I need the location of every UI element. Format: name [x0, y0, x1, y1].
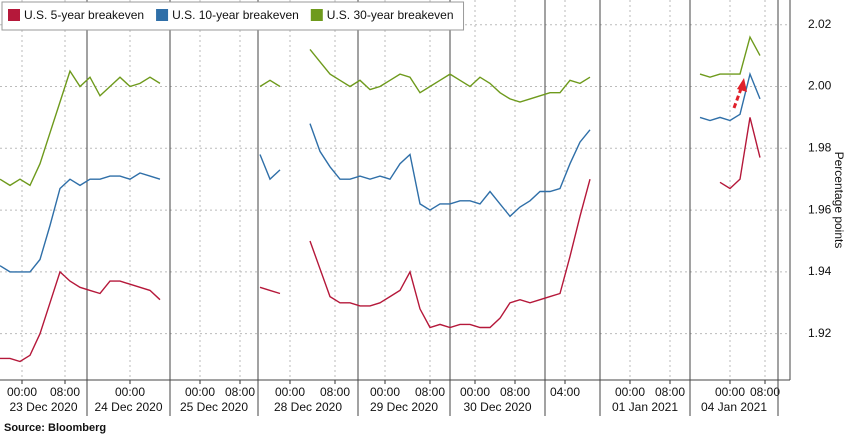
x-tick-label: 08:00	[225, 385, 255, 399]
day-label: 25 Dec 2020	[180, 400, 248, 414]
x-tick-label: 00:00	[185, 385, 215, 399]
y-tick-label: 2.02	[808, 17, 832, 31]
day-label: 23 Dec 2020	[9, 400, 77, 414]
day-label: 04 Jan 2021	[701, 400, 767, 414]
legend-box	[1, 1, 465, 31]
x-tick-label: 08:00	[415, 385, 445, 399]
x-tick-label: 08:00	[50, 385, 80, 399]
legend-swatch	[310, 9, 323, 21]
day-label: 01 Jan 2021	[612, 400, 678, 414]
x-tick-label: 00:00	[370, 385, 400, 399]
legend-label: U.S. 5-year breakeven	[24, 8, 144, 22]
legend-swatch	[8, 9, 20, 21]
y-tick-label: 1.92	[808, 326, 832, 340]
x-tick-label: 00:00	[460, 385, 490, 399]
x-tick-label: 00:00	[715, 385, 745, 399]
x-tick-label: 00:00	[615, 385, 645, 399]
x-tick-label: 04:00	[550, 385, 580, 399]
series-line	[0, 117, 761, 363]
series-line	[0, 71, 761, 273]
y-tick-label: 1.98	[808, 140, 832, 154]
y-tick-label: 1.94	[808, 264, 832, 278]
y-axis-label: Percentage points	[832, 152, 846, 249]
y-tick-label: 2.00	[808, 79, 832, 93]
x-tick-label: 00:00	[7, 385, 37, 399]
day-label: 29 Dec 2020	[370, 400, 438, 414]
x-tick-label: 00:00	[115, 385, 145, 399]
legend-label: U.S. 10-year breakeven	[172, 8, 299, 22]
legend-swatch	[156, 9, 169, 21]
y-tick-label: 1.96	[808, 202, 832, 216]
x-tick-label: 08:00	[655, 385, 685, 399]
day-label: 28 Dec 2020	[274, 400, 342, 414]
x-tick-label: 08:00	[750, 385, 780, 399]
x-tick-label: 00:00	[275, 385, 305, 399]
day-label: 24 Dec 2020	[94, 400, 162, 414]
x-tick-label: 08:00	[500, 385, 530, 399]
x-tick-label: 08:00	[320, 385, 350, 399]
series-line	[0, 35, 761, 187]
source: Source: Bloomberg	[4, 422, 106, 434]
annotation-arrow	[732, 78, 747, 109]
legend-label: U.S. 30-year breakeven	[327, 8, 454, 22]
day-label: 30 Dec 2020	[463, 400, 531, 414]
legend: U.S. 5-year breakeven U.S. 10-year breake…	[1, 1, 465, 31]
